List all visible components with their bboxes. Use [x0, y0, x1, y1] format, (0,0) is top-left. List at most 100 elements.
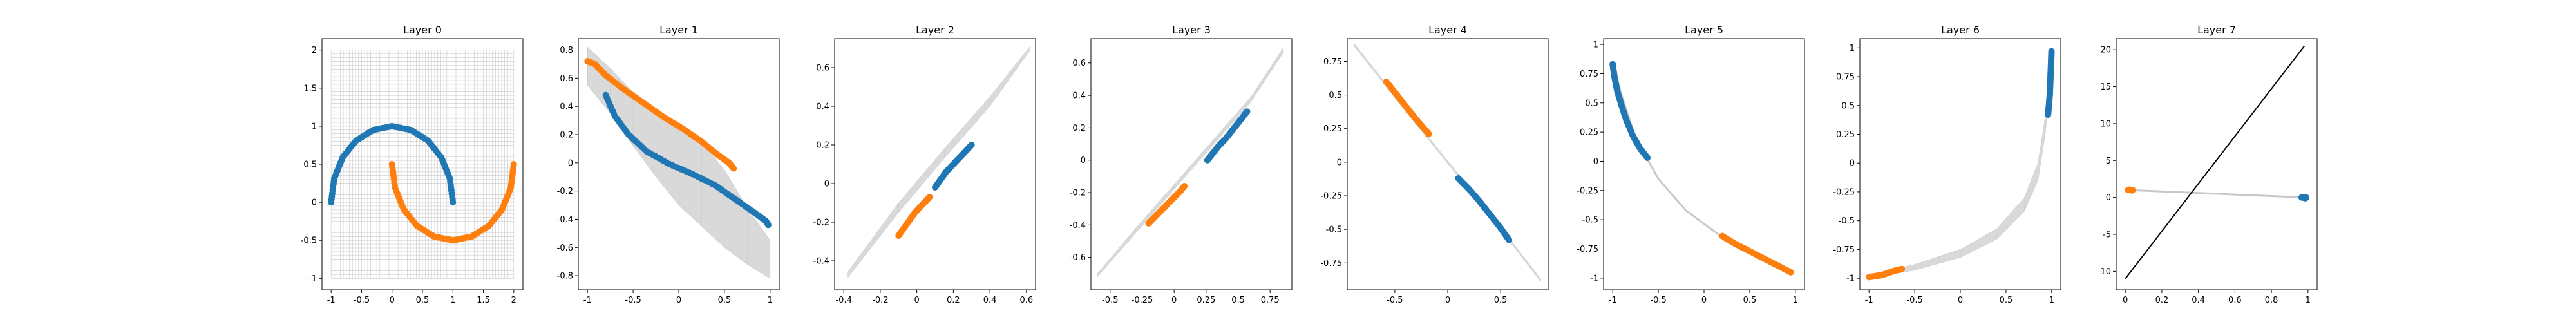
y-tick-label: 1.5 — [303, 84, 317, 93]
panel-3: -0.5 -0.25 0 0.25 0.5 0.75 -0.6 -0.4 -0.2 0 0.2 0.4… — [1070, 24, 1293, 305]
x-tick-label: 0.8 — [2265, 296, 2278, 305]
grid-band — [1097, 48, 1283, 278]
panel-title: Layer 0 — [403, 24, 442, 36]
series-0 — [932, 142, 975, 191]
series-1 — [1866, 265, 1906, 281]
y-tick-label: 0.75 — [1580, 70, 1598, 79]
grid-band-lines — [847, 46, 1030, 278]
y-tick-label: 0.6 — [816, 64, 829, 73]
x-tick-label: 2 — [511, 296, 516, 305]
x-tick-label: 1 — [2049, 296, 2054, 305]
series-1 — [1719, 232, 1794, 276]
data-point — [450, 199, 457, 206]
x-tick-label: -0.5 — [1906, 296, 1922, 305]
data-point — [1425, 131, 1432, 138]
series-0 — [602, 91, 772, 229]
grid-curve — [1611, 61, 1792, 274]
y-tick-label: 0.75 — [1323, 57, 1342, 67]
series-0 — [328, 122, 457, 206]
y-tick-label: -0.2 — [1070, 189, 1086, 198]
x-tick-label: 0 — [1701, 296, 1707, 305]
y-tick-label: 0.5 — [1585, 99, 1598, 108]
y-tick-label: 0.25 — [1580, 128, 1598, 138]
y-tick-label: -0.5 — [301, 236, 317, 246]
x-tick-label: -1 — [1865, 296, 1873, 305]
series-1 — [584, 58, 737, 172]
x-tick-label: 0.75 — [1261, 296, 1280, 305]
x-tick-label: 0.6 — [2228, 296, 2242, 305]
x-tick-label: -0.5 — [1102, 296, 1118, 305]
x-tick-label: 0.2 — [947, 296, 960, 305]
panel-title: Layer 3 — [1172, 24, 1211, 36]
x-tick-label: -0.4 — [835, 296, 851, 305]
x-tick-label: 0.5 — [416, 296, 430, 305]
panel-7: 0 0.2 0.4 0.6 0.8 1 -10 -5 0 5 10 15 20 Layer 7 — [2098, 24, 2318, 305]
y-tick-label: -0.25 — [1320, 192, 1342, 202]
y-tick-label: 0.5 — [303, 160, 317, 170]
data-point — [510, 161, 517, 167]
x-tick-label: -0.5 — [1650, 296, 1666, 305]
x-tick-label: 0 — [676, 296, 681, 305]
y-tick-label: 0 — [1850, 159, 1855, 169]
y-tick-label: -0.75 — [1320, 259, 1342, 269]
y-tick-label: -1 — [1590, 274, 1598, 283]
panel-0: -1 -0.5 0 0.5 1 1.5 2 -1 -0.5 0 0.5 1 1.5 2 Layer 0 — [301, 24, 524, 305]
y-tick-label: -10 — [2098, 267, 2111, 277]
x-tick-label: 0.5 — [1743, 296, 1757, 305]
y-tick-label: 1 — [312, 122, 317, 131]
axes-frame — [1603, 38, 1805, 290]
x-tick-label: -0.5 — [1387, 296, 1403, 305]
data-point — [926, 194, 933, 200]
panel-5: -1 -0.5 0 0.5 1 -1 -0.75 -0.5 -0.25 0 0.25 0.5 0.75 1… — [1577, 24, 1805, 305]
y-tick-label: 0.4 — [560, 102, 573, 112]
y-tick-label: -1 — [308, 274, 317, 284]
x-tick-label: 0.4 — [2192, 296, 2205, 305]
series-1 — [1145, 182, 1188, 227]
panel-title: Layer 6 — [1941, 24, 1980, 36]
series-0 — [1455, 175, 1513, 243]
x-tick-label: 1 — [768, 296, 773, 305]
x-tick-label: -1 — [1609, 296, 1617, 305]
series-1 — [1383, 78, 1432, 138]
data-point — [1244, 108, 1251, 115]
series-0 — [2298, 194, 2309, 202]
y-tick-label: -0.5 — [1326, 225, 1342, 235]
x-tick-label: 1 — [450, 296, 455, 305]
x-tick-label: -1 — [327, 296, 336, 305]
y-tick-label: 1 — [1850, 44, 1855, 53]
y-tick-label: -0.2 — [813, 218, 829, 228]
x-tick-label: -0.5 — [354, 296, 370, 305]
grid-band-lines — [1097, 48, 1283, 277]
data-point — [1181, 182, 1188, 189]
y-tick-label: 0 — [312, 198, 317, 208]
x-tick-label: 0 — [1445, 296, 1450, 305]
decision-boundary — [2125, 45, 2305, 279]
panel-4: -0.5 0 0.5 -0.75 -0.5 -0.25 0 0.25 0.5 0.75 Layer … — [1320, 24, 1549, 305]
y-tick-label: 0.4 — [1072, 91, 1086, 101]
y-tick-label: 0 — [1081, 156, 1086, 166]
panel-6: -1 -0.5 0 0.5 1 -1 -0.75 -0.5 -0.25 0 0.25 0.5 0.75 1… — [1833, 24, 2061, 305]
y-tick-label: 0.6 — [560, 74, 573, 84]
y-tick-label: -0.75 — [1833, 245, 1855, 255]
y-tick-label: -0.5 — [1839, 216, 1855, 226]
x-tick-label: -0.2 — [872, 296, 888, 305]
axes-frame — [2116, 38, 2318, 290]
x-tick-label: 0 — [2123, 296, 2128, 305]
data-point — [1899, 265, 1906, 272]
y-tick-label: 1 — [1593, 41, 1598, 50]
y-tick-label: -0.4 — [1070, 221, 1086, 231]
y-tick-label: -0.4 — [557, 215, 573, 225]
y-tick-label: -0.25 — [1833, 187, 1855, 197]
data-point — [2129, 187, 2136, 194]
panel-title: Layer 4 — [1428, 24, 1467, 36]
y-tick-label: 0.5 — [1841, 101, 1855, 111]
grid-curve — [2128, 189, 2305, 199]
y-tick-label: -0.25 — [1577, 186, 1598, 196]
y-tick-label: -0.6 — [1070, 253, 1086, 263]
data-point — [1506, 236, 1513, 243]
x-tick-label: 0.2 — [2155, 296, 2169, 305]
y-tick-label: 0 — [1337, 158, 1342, 167]
axes-frame — [1090, 38, 1293, 290]
x-tick-label: 0.5 — [2000, 296, 2013, 305]
grid-mesh — [330, 50, 515, 279]
